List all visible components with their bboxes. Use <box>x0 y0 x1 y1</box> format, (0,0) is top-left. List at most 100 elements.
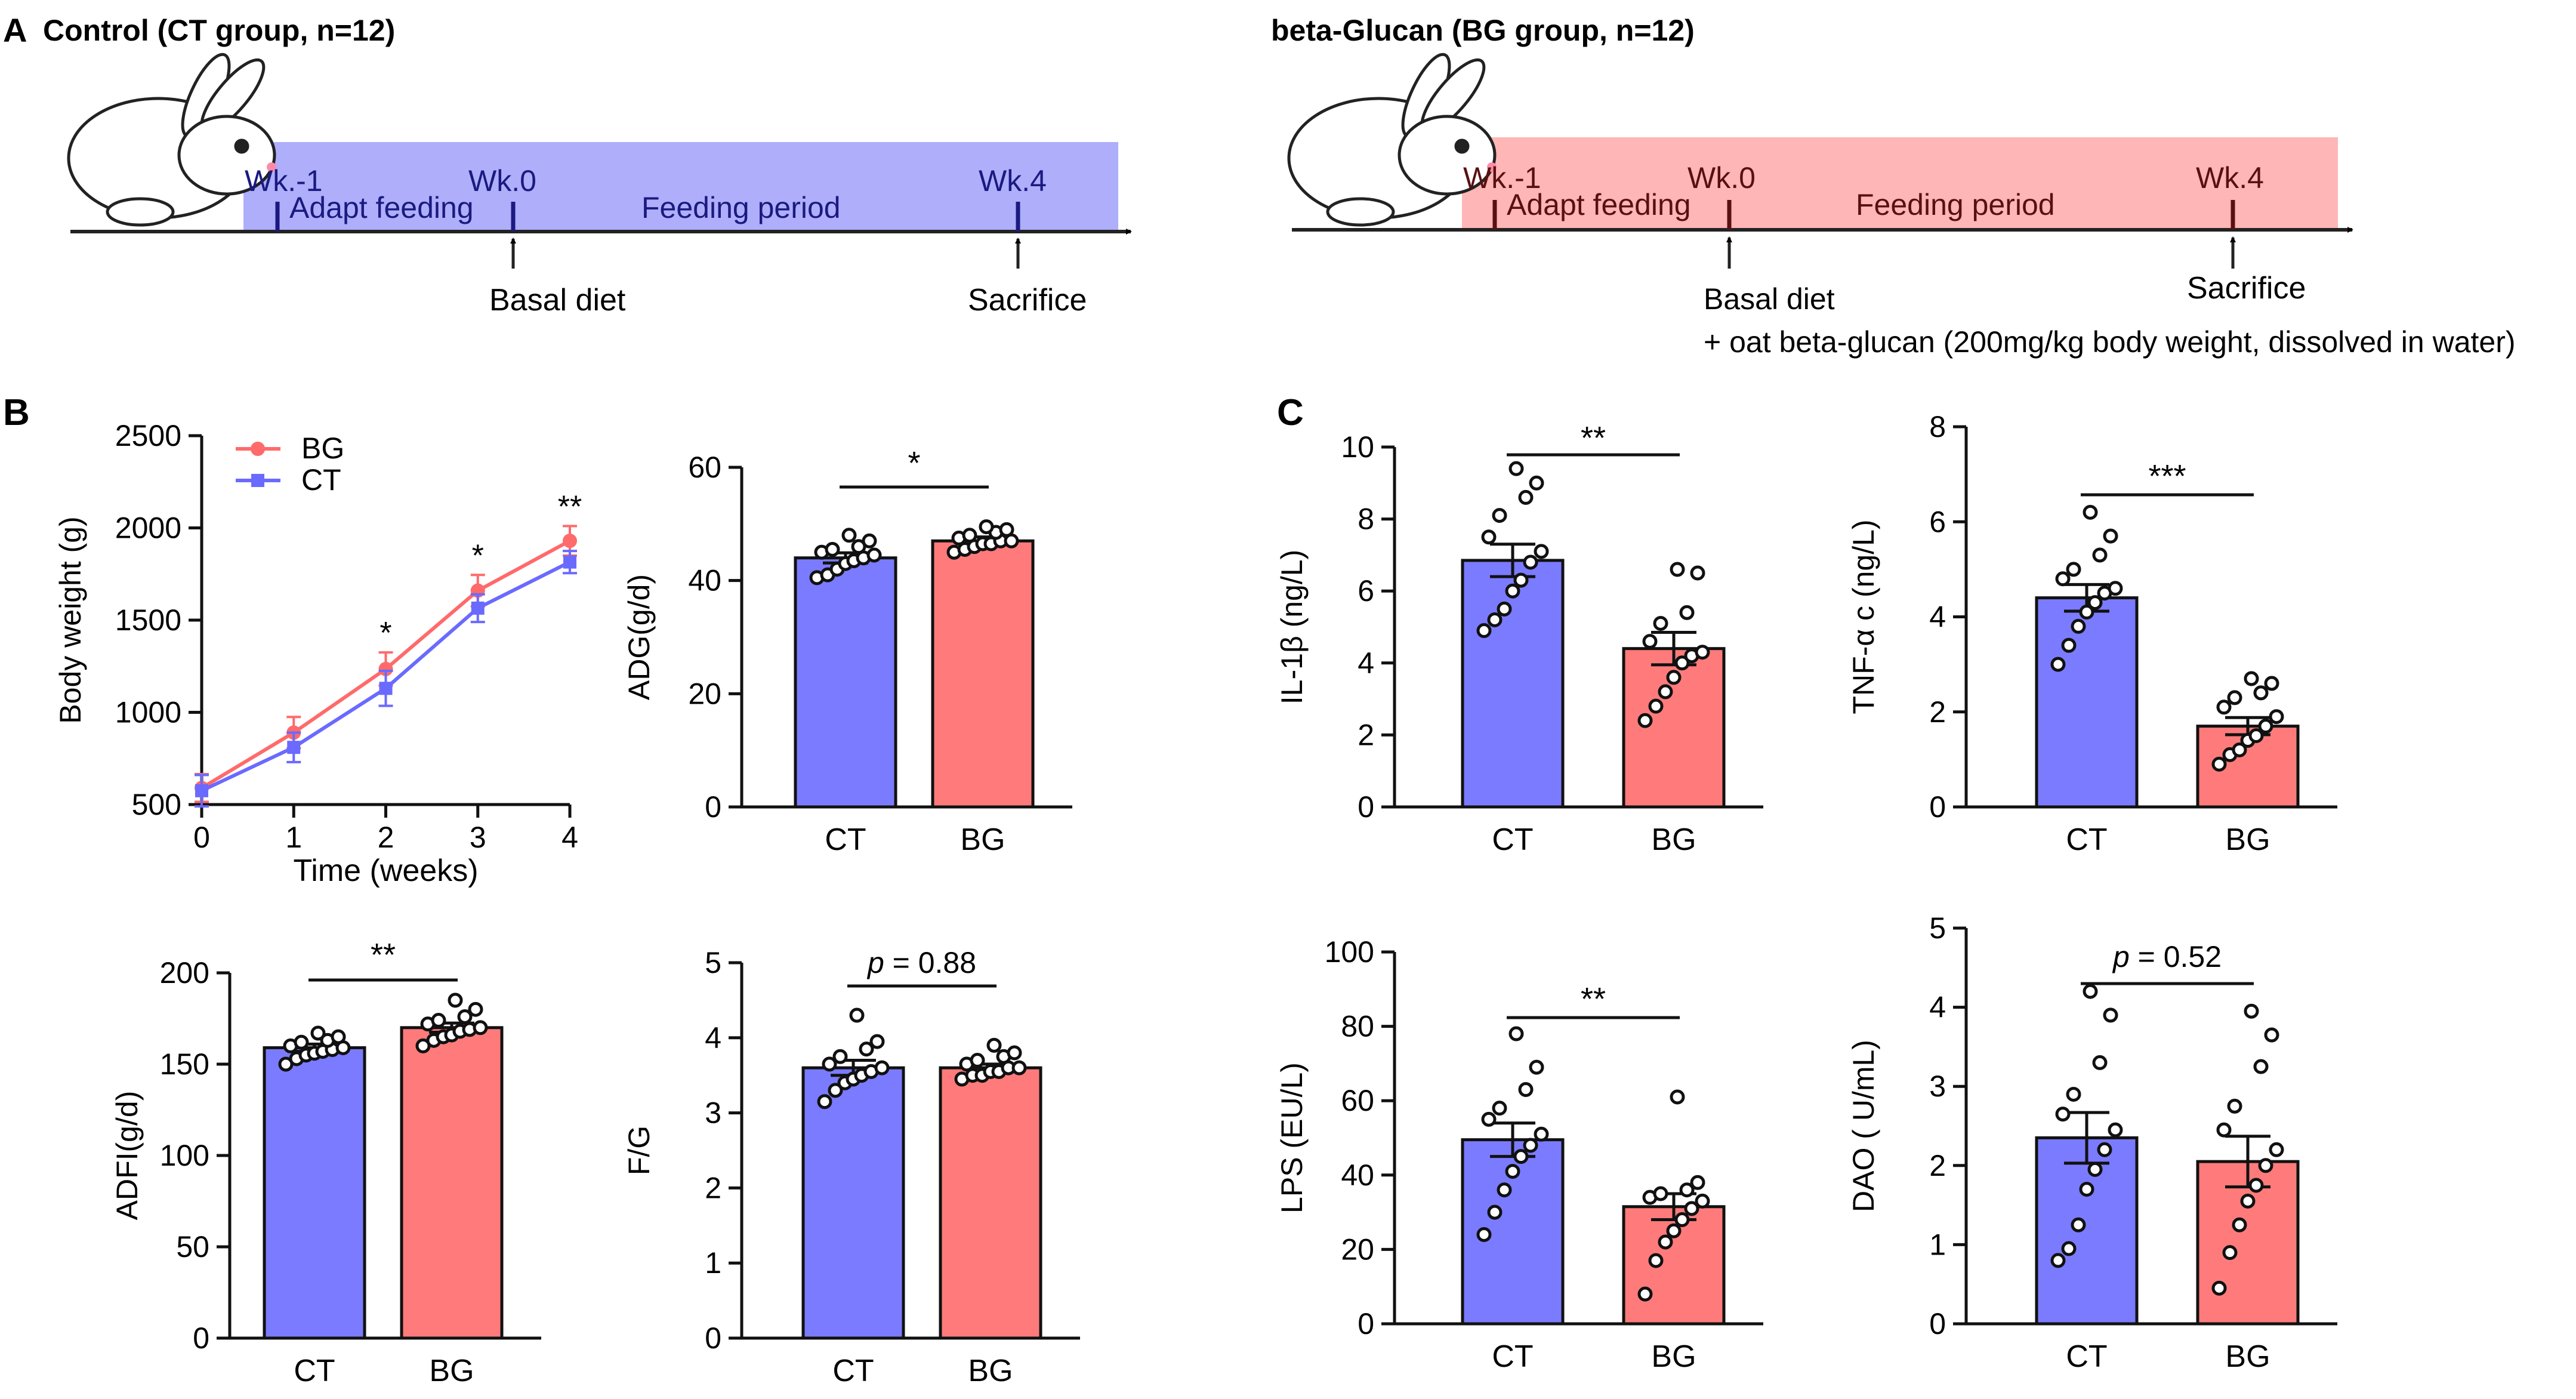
data-point <box>1690 1175 1705 1190</box>
data-point <box>2083 984 2098 999</box>
data-point <box>1666 670 1682 685</box>
chart-lps: 0 20 40 60 80 100 LPS (EU/L) CT BG ** <box>1275 935 1763 1374</box>
bar-ct <box>2035 596 2139 809</box>
x-tick-label: 2 <box>378 821 394 854</box>
data-point <box>2087 1161 2103 1177</box>
data-point <box>962 528 977 543</box>
data-point <box>2211 756 2227 772</box>
legend-marker-ct <box>251 474 264 487</box>
data-point <box>2103 1007 2118 1023</box>
data-point <box>379 682 393 695</box>
y-tick-label: 0 <box>193 1321 209 1355</box>
data-point <box>1653 615 1668 631</box>
data-point <box>1653 1186 1668 1201</box>
data-point <box>1529 475 1544 491</box>
data-point <box>1492 1101 1507 1116</box>
y-tick-label: 2000 <box>115 511 181 545</box>
y-tick-label: 2 <box>1358 718 1374 751</box>
significance-label: p = 0.88 <box>866 946 976 979</box>
y-tick-label: 100 <box>160 1139 209 1172</box>
data-point <box>869 1034 885 1049</box>
chart-fg: 0 1 2 3 4 5 F/G CT BG p = 0.88 <box>622 946 1080 1388</box>
data-point <box>2071 618 2086 634</box>
bar-ct <box>1461 559 1565 809</box>
data-point <box>970 1053 985 1068</box>
significance-label: * <box>472 538 484 573</box>
y-tick-label: 1 <box>1929 1228 1946 1261</box>
data-point <box>2222 1245 2238 1261</box>
y-tick-label: 500 <box>132 788 181 821</box>
significance-label: ** <box>1581 420 1606 456</box>
data-point <box>1518 1082 1534 1098</box>
data-point <box>457 1009 473 1024</box>
data-point <box>874 1060 890 1076</box>
data-point <box>822 1056 837 1072</box>
data-point <box>1534 544 1549 559</box>
data-point <box>1529 1059 1544 1075</box>
y-tick-label: 40 <box>1341 1158 1374 1192</box>
data-point <box>2269 709 2284 725</box>
data-point <box>1670 562 1685 577</box>
panel-label-a: A <box>3 11 27 49</box>
data-point <box>1476 623 1492 639</box>
ct-label-adapt: Adapt feeding <box>289 191 474 224</box>
panel-label-b: B <box>3 392 30 433</box>
data-point <box>331 1029 346 1044</box>
data-point <box>2108 1122 2123 1138</box>
data-point <box>2240 1193 2256 1209</box>
data-point <box>2248 1178 2264 1193</box>
data-point <box>1505 1164 1520 1179</box>
data-point <box>294 1034 309 1050</box>
chart-adfi: 0 50 100 150 200 ADFI(g/d) CT BG ** <box>110 937 541 1388</box>
data-point <box>1670 1089 1685 1105</box>
legend-label-bg: BG <box>301 432 344 465</box>
data-point <box>2103 528 2118 544</box>
p-value: = 0.88 <box>884 946 976 979</box>
data-point <box>1487 612 1503 627</box>
data-point <box>832 1049 848 1064</box>
chart-il1b: 0 2 4 6 8 10 IL-1β (ng/L) CT BG ** <box>1275 420 1763 857</box>
y-tick-label: 8 <box>1358 503 1374 536</box>
data-point <box>2227 1098 2242 1114</box>
bg-period-band <box>1462 137 2338 230</box>
ct-label-wk0: Wk.0 <box>468 164 536 198</box>
bar-ct <box>263 1046 366 1340</box>
data-point <box>431 1013 446 1028</box>
data-point <box>473 1020 488 1036</box>
bg-label-sacrifice: Sacrifice <box>2187 271 2306 306</box>
data-point <box>1679 605 1695 620</box>
bg-label-wk0: Wk.0 <box>1687 161 1756 195</box>
data-point <box>862 533 877 548</box>
p-symbol: p <box>2112 940 2130 973</box>
data-point <box>1011 1060 1027 1076</box>
data-point <box>1481 529 1497 545</box>
x-tick-label: 4 <box>562 821 578 854</box>
y-tick-label: 2500 <box>115 419 181 452</box>
data-point <box>2244 1003 2259 1019</box>
rabbit-icon <box>1287 53 1497 227</box>
bar-ct <box>794 556 897 809</box>
data-point <box>310 1025 326 1041</box>
data-point <box>2211 1280 2227 1296</box>
data-point <box>2253 685 2269 701</box>
data-point <box>1481 1111 1497 1127</box>
x-tick-label: 0 <box>193 821 210 854</box>
legend-label-ct: CT <box>301 463 341 497</box>
x-tick-label: CT <box>2066 1339 2107 1374</box>
y-tick-label: 6 <box>1358 574 1374 608</box>
significance-label: *** <box>2148 458 2186 494</box>
schedule-ct: A Control (CT group, n=12) Wk.-1 Wk.0 Wk… <box>3 11 1132 318</box>
y-tick-label: 5 <box>705 946 721 979</box>
data-point <box>1642 634 1658 649</box>
data-point <box>378 661 393 676</box>
data-point <box>1497 601 1512 617</box>
data-point <box>1637 1286 1653 1302</box>
data-point <box>1523 1138 1538 1153</box>
y-tick-label: 1000 <box>115 696 181 729</box>
data-point <box>2079 1182 2094 1197</box>
bar-bg <box>2196 1160 2300 1326</box>
y-axis-title: ADG(g/d) <box>622 574 656 700</box>
data-point <box>1695 1193 1710 1209</box>
ct-period-band <box>243 142 1118 232</box>
x-tick-label: BG <box>960 822 1005 857</box>
